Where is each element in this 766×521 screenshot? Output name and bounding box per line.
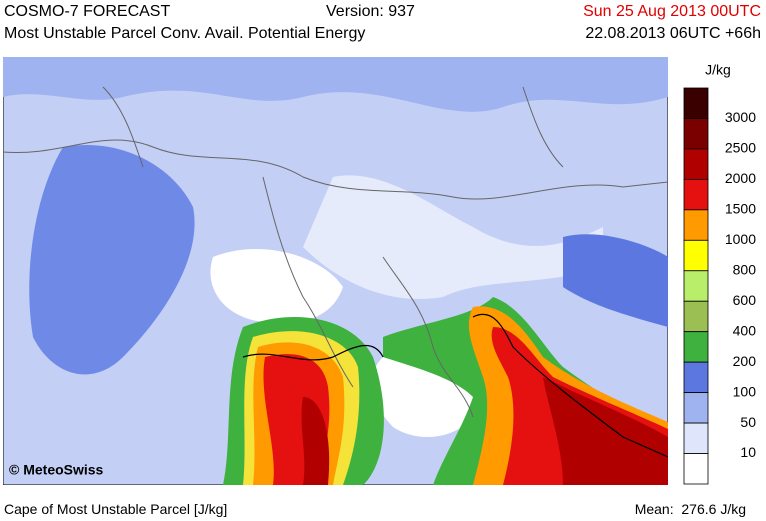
colorbar: J/kg 3000 2500 2000 1500 1000 800 600 400 200 100… (683, 62, 757, 485)
colorbar-label: 400 (733, 322, 757, 338)
colorbar-label: 1500 (725, 201, 756, 217)
colorbar-box (683, 453, 709, 485)
colorbar-box (683, 118, 709, 150)
colorbar-box (683, 148, 709, 180)
colorbar-box (683, 422, 709, 454)
mean-number: 276.6 J/kg (681, 501, 746, 517)
colorbar-box (683, 270, 709, 302)
forecast-map: © MeteoSwiss (3, 57, 668, 485)
colorbar-label: 800 (733, 261, 757, 277)
field-title: Most Unstable Parcel Conv. Avail. Potent… (4, 25, 366, 42)
colorbar-label: 1000 (725, 231, 756, 247)
copyright: © MeteoSwiss (9, 462, 104, 478)
colorbar-box (683, 361, 709, 394)
colorbar-box (683, 87, 709, 119)
colorbar-label: 10 (740, 444, 756, 460)
colorbar-label: 2500 (725, 140, 756, 156)
colorbar-label: 3000 (725, 109, 756, 125)
colorbar-unit: J/kg (705, 62, 731, 78)
model-version: Version: 937 (326, 3, 415, 20)
colorbar-box (683, 300, 709, 333)
cape-field (3, 57, 668, 485)
model-name: COSMO-7 FORECAST (4, 3, 171, 20)
colorbar-box (683, 178, 709, 211)
valid-time: Sun 25 Aug 2013 00UTC (583, 3, 761, 20)
colorbar-box (683, 331, 709, 363)
colorbar-box (683, 239, 709, 272)
mean-value: Mean: 276.6 J/kg (635, 500, 746, 518)
colorbar-label: 2000 (725, 170, 756, 186)
run-time: 22.08.2013 06UTC +66h (585, 25, 761, 42)
colorbar-label: 50 (740, 414, 756, 430)
coastline (242, 313, 668, 458)
borders (3, 86, 668, 418)
colorbar-label: 100 (733, 383, 757, 399)
colorbar-label: 600 (733, 292, 757, 308)
colorbar-label: 200 (733, 353, 757, 369)
mean-label: Mean: (634, 501, 674, 517)
colorbar-box (683, 392, 709, 424)
field-caption: Cape of Most Unstable Parcel [J/kg] (4, 501, 228, 517)
colorbar-box (683, 209, 709, 241)
